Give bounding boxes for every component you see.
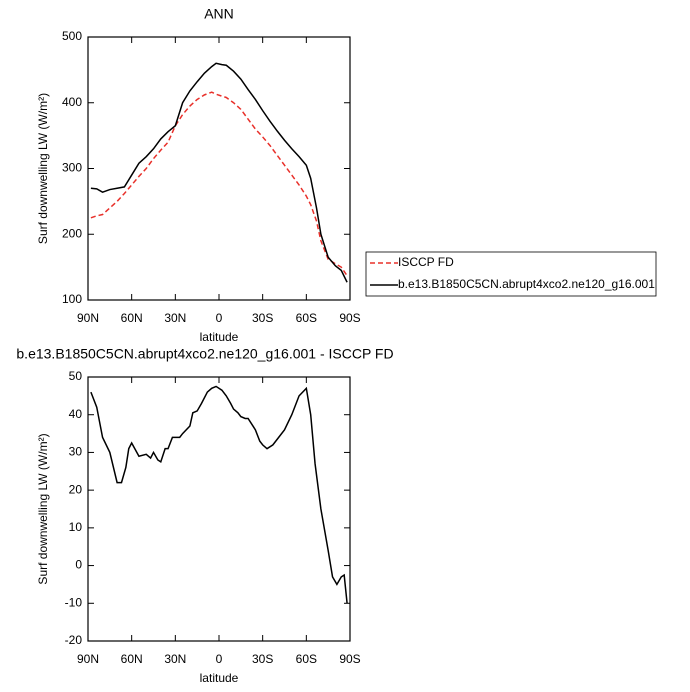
x-tick-label: 60N — [121, 652, 143, 666]
plot-frame — [87, 376, 351, 642]
y-tick-label: 300 — [62, 161, 82, 175]
y-tick-label: 50 — [69, 369, 83, 383]
x-tick-label: 90S — [339, 311, 360, 325]
data-line — [90, 62, 348, 283]
plot-frame — [87, 36, 351, 301]
legend-label: b.e13.B1850C5CN.abrupt4xco2.ne120_g16.00… — [398, 277, 655, 291]
x-tick-label: 90N — [77, 652, 99, 666]
x-tick-label: 90S — [339, 652, 360, 666]
chart-title: b.e13.B1850C5CN.abrupt4xco2.ne120_g16.00… — [16, 346, 393, 362]
data-line — [90, 91, 348, 277]
y-tick-label: 500 — [62, 29, 82, 43]
y-tick-label: -20 — [65, 633, 83, 647]
y-tick-label: 30 — [69, 445, 83, 459]
x-tick-label: 30N — [164, 311, 186, 325]
chart-title: ANN — [204, 6, 234, 22]
data-line — [90, 385, 348, 604]
x-tick-label: 90N — [77, 311, 99, 325]
x-tick-label: 0 — [216, 311, 223, 325]
y-tick-label: 40 — [69, 407, 83, 421]
x-axis-label: latitude — [200, 330, 239, 344]
x-tick-label: 60S — [296, 311, 317, 325]
x-tick-label: 30S — [252, 311, 273, 325]
y-tick-label: -10 — [65, 595, 83, 609]
x-axis-label: latitude — [200, 671, 239, 685]
y-axis-label: Surf downwelling LW (W/m²) — [36, 93, 50, 244]
y-tick-label: 400 — [62, 95, 82, 109]
y-tick-label: 200 — [62, 226, 82, 240]
y-tick-label: 20 — [69, 482, 83, 496]
legend-box — [365, 251, 657, 297]
x-tick-label: 0 — [216, 652, 223, 666]
y-tick-label: 10 — [69, 520, 83, 534]
y-tick-label: 0 — [75, 558, 82, 572]
x-tick-label: 60N — [121, 311, 143, 325]
x-tick-label: 60S — [296, 652, 317, 666]
x-tick-label: 30S — [252, 652, 273, 666]
x-tick-label: 30N — [164, 652, 186, 666]
legend-label: ISCCP FD — [398, 255, 454, 269]
y-tick-label: 100 — [62, 292, 82, 306]
y-axis-label: Surf downwelling LW (W/m²) — [36, 433, 50, 584]
